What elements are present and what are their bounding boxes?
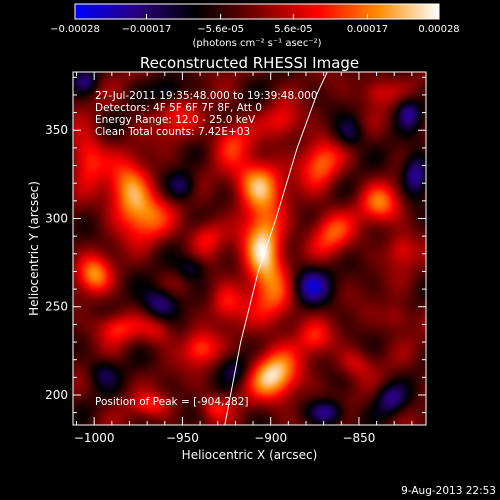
- chart-title: Reconstructed RHESSI Image: [140, 54, 359, 72]
- plot-area: −1000 −950 −900 −850 200 250 300 350 27-Jul-20…: [45, 71, 427, 445]
- colorbar-ticks: −0.00028 −0.00017 −5.6e-05 5.6e-05 0.00017 0.…: [50, 14, 460, 35]
- annotation-detectors: Detectors: 4F 5F 6F 7F 8F, Att 0: [95, 102, 262, 114]
- colorbar-tick-label: −0.00028: [50, 24, 100, 35]
- x-tick-label: −850: [342, 431, 375, 445]
- footer-timestamp: 9-Aug-2013 22:53: [401, 485, 496, 497]
- annotation-time-range: 27-Jul-2011 19:35:48.000 to 19:39:48.000: [95, 90, 318, 102]
- annotation-energy-range: Energy Range: 12.0 - 25.0 keV: [95, 114, 256, 126]
- colorbar-unit-label: (photons cm⁻² s⁻¹ asec⁻²): [192, 38, 321, 49]
- y-tick-label: 350: [45, 123, 68, 137]
- colorbar-tick-label: 0.00017: [347, 24, 388, 35]
- annotation-block: 27-Jul-2011 19:35:48.000 to 19:39:48.000…: [95, 90, 318, 138]
- colorbar-gradient: [75, 4, 439, 19]
- x-tick-label: −900: [254, 431, 287, 445]
- x-axis-label: Heliocentric X (arcsec): [182, 448, 318, 462]
- solar-limb-line: [224, 71, 328, 426]
- colorbar-frame: [74, 3, 440, 20]
- x-tick-label: −1000: [74, 431, 115, 445]
- colorbar-tick-label: −0.00017: [122, 24, 172, 35]
- x-axis: −1000 −950 −900 −850: [74, 72, 413, 445]
- peak-position-label: Position of Peak = [-904,282]: [95, 396, 249, 408]
- annotation-total-counts: Clean Total counts: 7.42E+03: [95, 126, 250, 138]
- y-tick-label: 200: [45, 388, 68, 402]
- colorbar: −0.00028 −0.00017 −5.6e-05 5.6e-05 0.00017 0.…: [50, 3, 460, 49]
- colorbar-tick-label: 5.6e-05: [274, 24, 312, 35]
- x-tick-label: −950: [166, 431, 199, 445]
- y-tick-label: 300: [45, 211, 68, 225]
- y-tick-label: 250: [45, 300, 68, 314]
- y-axis: 200 250 300 350: [45, 76, 426, 414]
- y-axis-label: Heliocentric Y (arcsec): [27, 181, 41, 316]
- plot-frame: [72, 71, 427, 426]
- colorbar-tick-label: 0.00028: [418, 24, 459, 35]
- heatmap-image: [73, 72, 426, 425]
- colorbar-tick-label: −5.6e-05: [197, 24, 244, 35]
